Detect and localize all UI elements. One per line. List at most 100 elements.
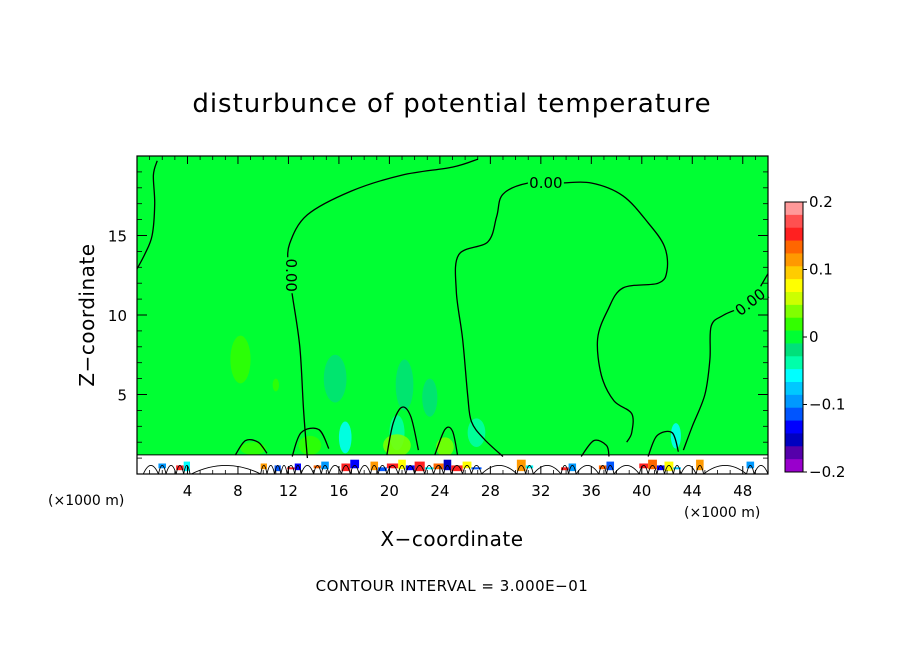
disturbance-patch: [272, 378, 279, 392]
surface-cell: [350, 459, 360, 469]
surface-cell: [568, 463, 577, 472]
surface-cell: [359, 465, 371, 470]
colorbar-swatch: [785, 227, 803, 242]
colorbar-swatch: [785, 214, 803, 229]
surface-contour: [377, 464, 388, 474]
contour-label: 0.00: [282, 259, 300, 292]
x-tick-label: 48: [733, 482, 752, 500]
colorbar-swatch: [785, 292, 803, 306]
x-tick-label: 12: [279, 482, 298, 500]
disturbance-patch: [338, 421, 352, 454]
colorbar-tick-label: 0.1: [809, 261, 833, 279]
surface-cell: [433, 463, 444, 470]
surface-contour: [433, 464, 445, 474]
surface-cell: [191, 467, 261, 470]
x-axis-ticks: 4 8 12 16 20 24 28 32 36 40 44 48: [149, 156, 756, 500]
x-tick-label: 44: [683, 482, 702, 500]
surface-contour: [300, 464, 315, 474]
surface-contour: [294, 464, 302, 474]
surface-cell: [313, 465, 322, 469]
y-tick-label: 15: [108, 228, 127, 246]
colorbar-swatch: [785, 330, 803, 344]
colorbar-tick-label: −0.1: [809, 396, 845, 414]
surface-cell: [370, 461, 379, 471]
surface-cell: [525, 465, 534, 469]
surface-contour: [280, 464, 288, 474]
surface-contour: [260, 464, 268, 474]
surface-cell: [274, 465, 281, 472]
x-tick-label: 24: [430, 482, 449, 500]
colorbar-swatch: [785, 266, 803, 280]
contour-line: [580, 439, 610, 457]
surface-contour: [656, 464, 665, 474]
colorbar-swatch: [785, 356, 803, 370]
colorbar-swatch: [785, 446, 803, 460]
chart-title: disturbunce of potential temperature: [192, 89, 711, 119]
x-tick-label: 28: [481, 482, 500, 500]
surface-cell: [614, 467, 640, 472]
colorbar-swatch: [785, 279, 803, 293]
surface-cell: [183, 461, 191, 472]
surface-contour: [414, 464, 426, 474]
x-tick-label: 36: [582, 482, 601, 500]
colorbar-swatch: [785, 343, 803, 357]
surface-contour: [191, 465, 261, 474]
surface-contour: [672, 464, 682, 474]
y-axis-ticks: 5 10 15: [108, 171, 768, 459]
surface-contour: [606, 464, 615, 474]
contour-line: [234, 438, 268, 456]
disturbance-patch: [298, 435, 322, 455]
colorbar-ticks: 0.2 0.1 0 −0.1 −0.2: [803, 193, 845, 481]
disturbance-patch: [230, 335, 251, 384]
surface-contour: [680, 464, 697, 474]
surface-cell: [294, 463, 302, 471]
surface-contour: [175, 464, 185, 474]
colorbar-swatches: [785, 202, 803, 473]
surface-cell: [703, 465, 747, 472]
surface-contour: [470, 464, 482, 474]
surface-cell: [260, 463, 267, 470]
plot-area: 0.000.000.00 4 8 12 16 20 24 28 32 36 40 44 48 5101…: [108, 155, 770, 500]
surface-cell: [266, 459, 275, 471]
surface-contour: [328, 464, 342, 474]
x-tick-label: 40: [632, 482, 651, 500]
surface-contour: [142, 464, 159, 474]
surface-cell: [341, 463, 351, 472]
surface-contour: [481, 464, 518, 474]
colorbar-swatch: [785, 253, 803, 267]
surface-cell: [462, 461, 472, 469]
surface-cell: [443, 459, 452, 471]
disturbance-patch: [670, 423, 681, 449]
disturbance-patch: [323, 354, 347, 403]
x-tick-label: 32: [531, 482, 550, 500]
surface-cell: [680, 463, 697, 470]
surface-cell: [639, 463, 649, 469]
surface-cell: [656, 465, 665, 471]
surface-contour: [613, 464, 640, 474]
contour-label-bg: [527, 175, 564, 192]
colorbar-swatch: [785, 317, 803, 332]
surface-cell: [561, 467, 569, 471]
surface-contour: [358, 464, 371, 474]
surface-contour: [560, 464, 570, 474]
surface-cell: [576, 459, 599, 469]
surface-cell: [328, 467, 342, 471]
contour-line: [434, 426, 459, 456]
x-tick-label: 20: [380, 482, 399, 500]
contour-interval-note: CONTOUR INTERVAL = 3.000E−01: [316, 577, 589, 595]
disturbance-patch: [395, 359, 414, 411]
contour-lines: [137, 158, 768, 459]
field-background: [137, 156, 768, 474]
surface-contour: [274, 464, 282, 474]
contour-label-bg: [731, 284, 770, 320]
surface-contour: [638, 464, 649, 474]
surface-contour: [286, 464, 296, 474]
colorbar-tick-label: −0.2: [809, 463, 845, 481]
y-tick-label: 5: [117, 387, 127, 405]
surface-contour: [695, 464, 705, 474]
surface-cell: [746, 461, 755, 469]
surface-contour: [183, 464, 191, 474]
disturbance-patch: [436, 437, 454, 457]
surface-cell: [405, 465, 415, 471]
surface-contour: [532, 464, 562, 474]
